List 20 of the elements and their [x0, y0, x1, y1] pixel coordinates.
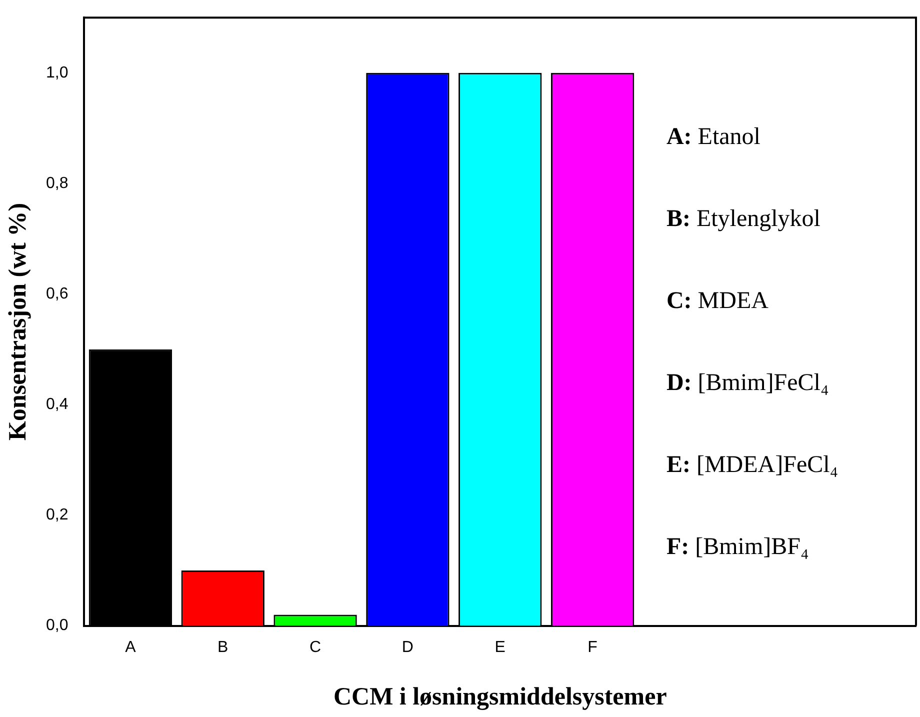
x-tick-label: C: [310, 638, 322, 656]
y-tick-label: 0,6: [46, 285, 68, 302]
y-tick-label: 1,0: [46, 64, 68, 82]
x-tick-label: B: [218, 638, 228, 656]
annotation: F: [Bmim]BF₄: [666, 534, 809, 560]
annotation: A: Etanol: [666, 124, 761, 150]
x-axis-title: CCM i løsningsmiddelsystemer: [333, 683, 667, 710]
annotation: B: Etylenglykol: [666, 206, 821, 232]
y-axis-title: Konsentrasjon (wt %): [4, 202, 32, 440]
y-tick-label: 0,4: [46, 396, 68, 414]
y-tick-label: 0,2: [46, 506, 68, 524]
annotation: D: [Bmim]FeCl₄: [666, 370, 829, 396]
x-tick-label: E: [494, 638, 506, 656]
annotation: C: MDEA: [666, 288, 770, 314]
y-tick-label: 0,8: [46, 174, 68, 192]
x-tick-label: F: [588, 638, 598, 656]
annotation: E: [MDEA]FeCl₄: [666, 452, 838, 478]
x-tick-label: A: [125, 638, 136, 656]
y-tick-label: 0,0: [46, 617, 68, 634]
x-tick-label: D: [402, 638, 414, 656]
